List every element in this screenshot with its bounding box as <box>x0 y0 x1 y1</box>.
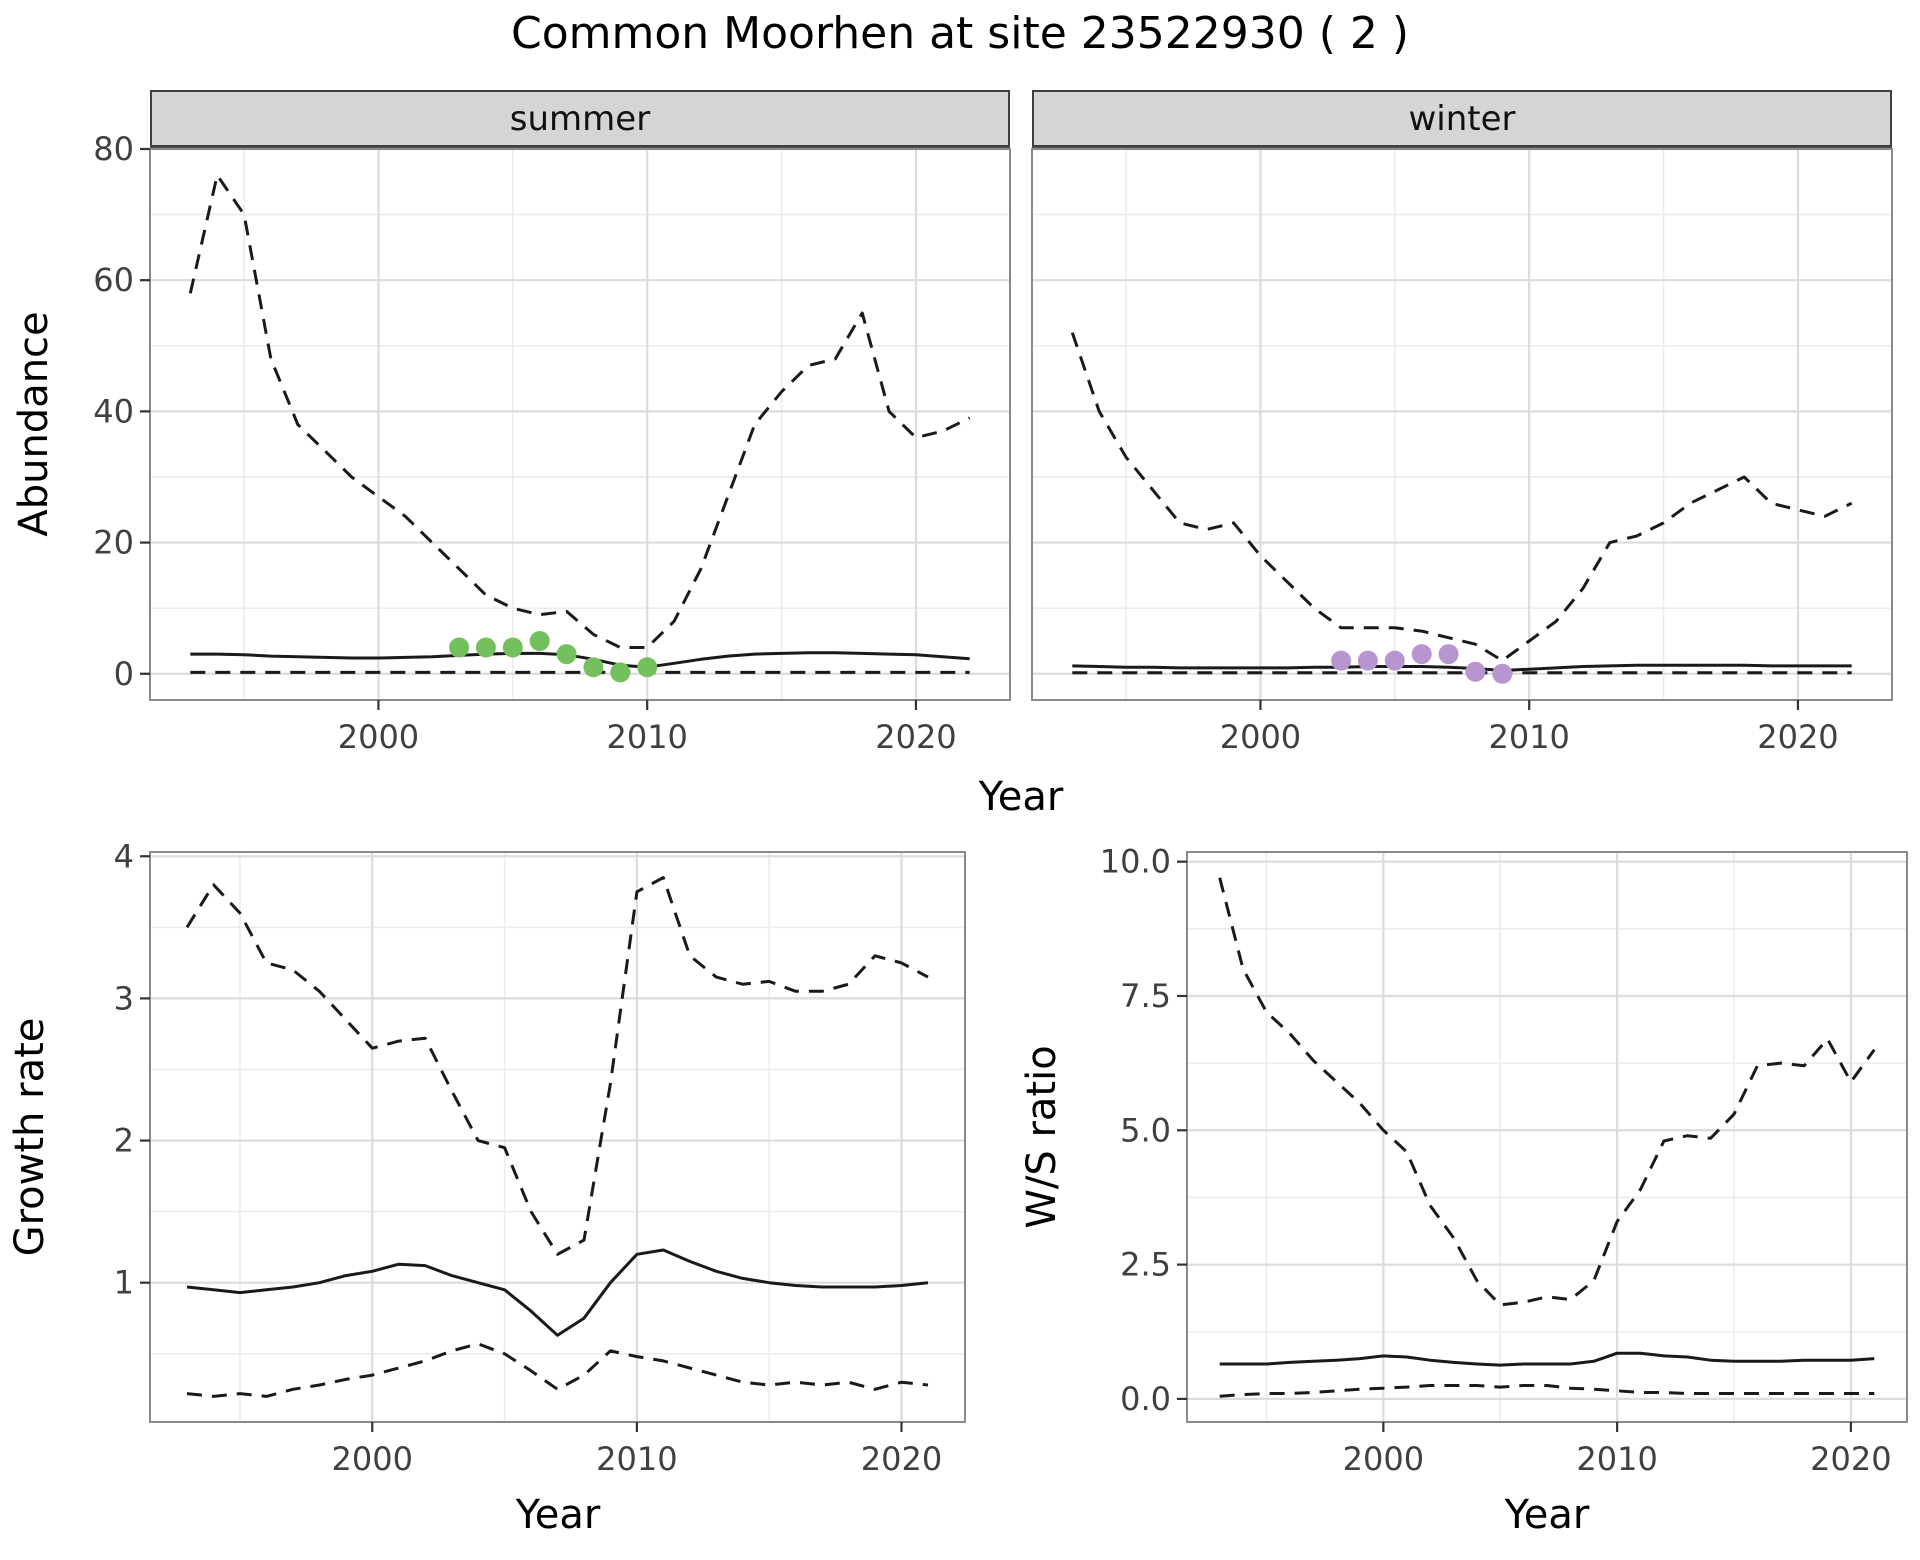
figure-title: Common Moorhen at site 23522930 ( 2 ) <box>510 8 1409 59</box>
growth-rate-lower-ci-line <box>186 1342 929 1398</box>
x-tick-label: 2010 <box>1488 718 1569 756</box>
y-tick-label: 80 <box>93 130 134 168</box>
x-tick-label: 2010 <box>596 1440 677 1478</box>
ws-ratio-upper-ci-line <box>1218 877 1876 1307</box>
observation-point <box>502 637 523 658</box>
y-tick-label: 40 <box>93 392 134 430</box>
growth-year-axis-label: Year <box>515 1492 601 1538</box>
observation-point <box>1411 644 1432 665</box>
panel-border <box>149 851 966 1423</box>
y-tick-label: 3 <box>114 979 134 1017</box>
panel-border <box>1186 851 1908 1423</box>
observation-point <box>1357 650 1378 671</box>
observation-point <box>1384 650 1405 671</box>
observation-point <box>1492 663 1513 684</box>
y-tick-label: 60 <box>93 261 134 299</box>
facet-strip-winter-label: winter <box>1408 98 1516 139</box>
y-tick-label: 4 <box>114 837 134 875</box>
ws-year-axis-label: Year <box>1504 1492 1590 1538</box>
ws-ratio-axis-label: W/S ratio <box>1019 1045 1065 1229</box>
observation-point <box>637 657 658 678</box>
observation-point <box>529 631 550 651</box>
x-tick-label: 2020 <box>875 718 956 756</box>
x-tick-label: 2000 <box>332 1440 413 1478</box>
observation-point <box>449 637 470 658</box>
x-tick-label: 2020 <box>861 1440 942 1478</box>
panel-border <box>149 148 1011 701</box>
observation-point <box>556 644 577 665</box>
facet-strip-summer: summer <box>150 90 1010 148</box>
facet-strip-winter: winter <box>1032 90 1892 148</box>
ws-ratio-panel: 2000 2010 2020 0.0 2.5 5.0 7.5 10.0 <box>1100 843 1908 1478</box>
abundance-winter-upper-ci-line <box>1070 332 1853 663</box>
y-tick-label: 0 <box>114 655 134 693</box>
x-tick-label: 2010 <box>1576 1440 1657 1478</box>
ws-ratio-lower-ci-line <box>1219 1384 1875 1398</box>
summer-abundance-panel: 2000 2010 2020 0 20 40 60 80 <box>93 130 1011 756</box>
observation-point <box>610 662 631 683</box>
growth-rate-panel: 2000 2010 2020 1 2 3 4 <box>114 837 966 1478</box>
y-tick-label: 10.0 <box>1100 843 1171 881</box>
x-tick-label: 2000 <box>1343 1440 1424 1478</box>
abundance-axis-label: Abundance <box>11 311 57 537</box>
observation-point <box>583 657 604 678</box>
y-tick-label: 2.5 <box>1120 1246 1171 1284</box>
growth-rate-upper-ci-line <box>185 876 929 1256</box>
ws-ratio-median-line <box>1219 1351 1875 1367</box>
x-tick-label: 2000 <box>1220 718 1301 756</box>
winter-abundance-panel: 2000 2010 2020 <box>1031 147 1893 756</box>
y-tick-label: 7.5 <box>1120 977 1171 1015</box>
growth-rate-axis-label: Growth rate <box>7 1017 53 1257</box>
observation-point <box>475 637 496 658</box>
abundance-winter-median-line <box>1072 663 1852 672</box>
observation-point <box>1438 644 1459 665</box>
x-tick-label: 2010 <box>606 718 687 756</box>
observation-point <box>1331 650 1352 671</box>
y-tick-label: 20 <box>93 524 134 562</box>
y-tick-label: 0.0 <box>1120 1380 1171 1418</box>
growth-rate-median-line <box>186 1248 929 1337</box>
observation-point <box>1465 661 1486 682</box>
x-tick-label: 2020 <box>1757 718 1838 756</box>
panel-border <box>1031 148 1893 701</box>
y-tick-label: 5.0 <box>1120 1111 1171 1149</box>
top-year-axis-label: Year <box>978 774 1064 820</box>
facet-strip-summer-label: summer <box>509 98 651 139</box>
y-tick-label: 2 <box>114 1122 134 1160</box>
x-tick-label: 2000 <box>338 718 419 756</box>
abundance-summer-median-line <box>190 651 970 669</box>
abundance-summer-upper-ci-line <box>188 173 971 649</box>
x-tick-label: 2020 <box>1810 1440 1891 1478</box>
y-tick-label: 1 <box>114 1264 134 1302</box>
